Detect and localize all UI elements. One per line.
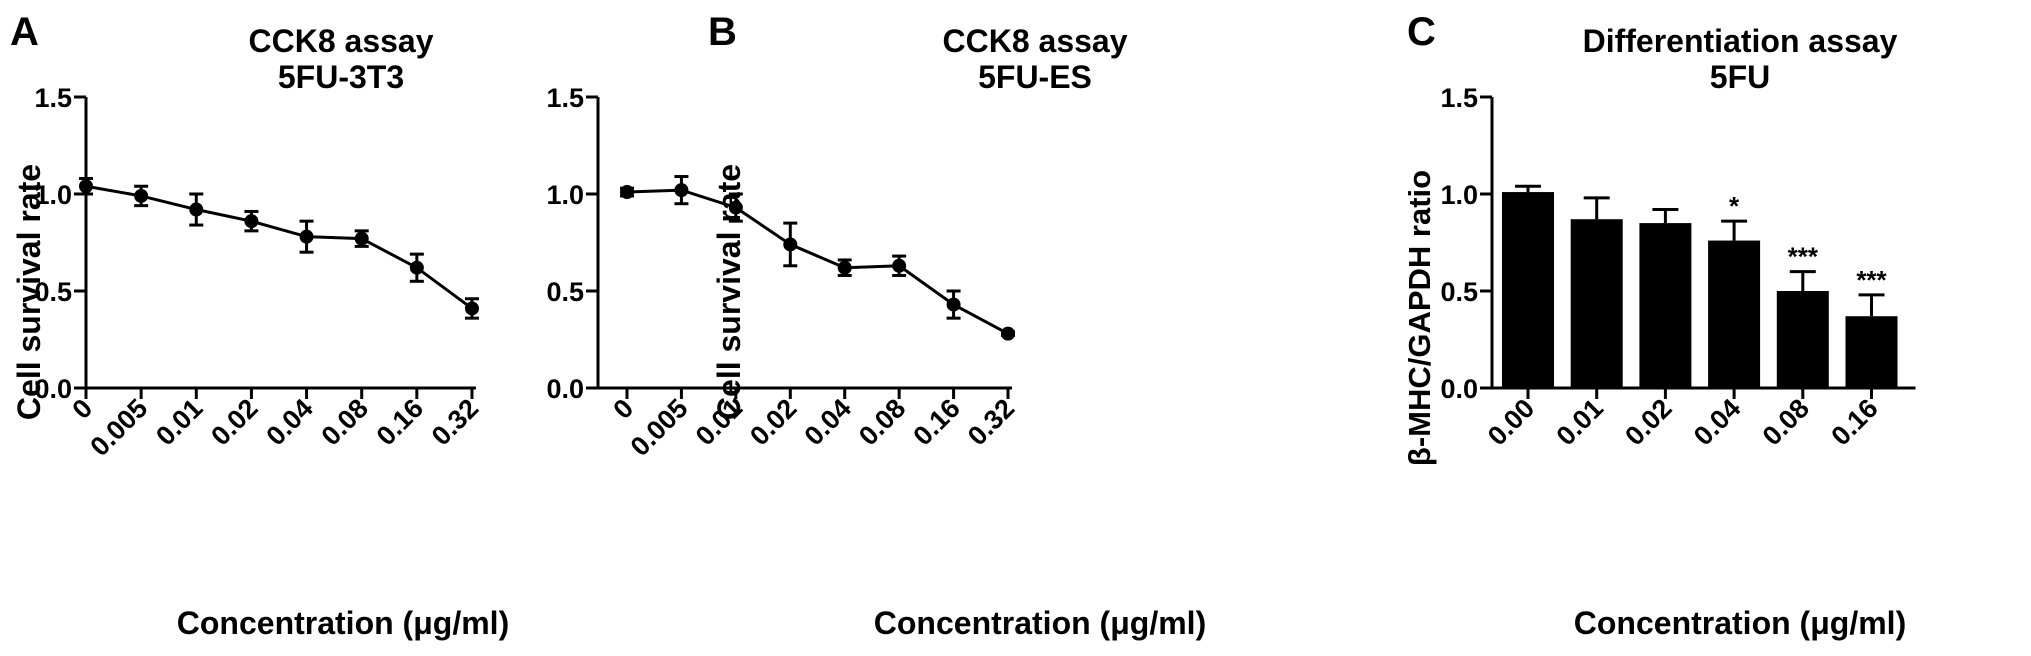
- panel-c-bar: [1502, 192, 1554, 388]
- panel-c-plot: 0.00.51.01.50.00 0.01 0.02 0.04 0.08 0.16****…: [1440, 83, 1916, 451]
- panel-a-y-tick-label: 0.5: [34, 277, 72, 307]
- panel-b-y-tick-label: 1.0: [546, 180, 584, 210]
- panel-b-y-tick-label: 0.0: [546, 374, 584, 404]
- panel-b-data-point: [837, 260, 852, 275]
- panel-a-x-axis-label: Concentration (μg/ml): [177, 605, 509, 641]
- panel-b-y-tick-label: 0.5: [546, 277, 584, 307]
- panel-a-data-point: [464, 301, 479, 316]
- panel-c-bar: [1639, 223, 1692, 388]
- panel-c-x-tick-label: 0.01: [1551, 393, 1609, 451]
- panel-c-x-tick-label: 0.16: [1825, 393, 1883, 451]
- panel-b-data-point: [1001, 326, 1016, 341]
- panel-a-x-tick-label: 0.16: [371, 393, 429, 451]
- panel-b-data-point: [728, 200, 743, 215]
- panel-letter-b: B: [708, 10, 737, 54]
- panel-b-x-axis-label: Concentration (μg/ml): [874, 605, 1206, 641]
- panel-a-title: CCK8 assay: [249, 23, 434, 59]
- panel-a-data-point: [79, 179, 93, 194]
- panel-b-data-point: [674, 183, 689, 198]
- panel-a-data-point: [299, 229, 314, 244]
- panel-c-subtitle: 5FU: [1710, 59, 1770, 95]
- panel-c-y-tick-label: 1.5: [1440, 83, 1478, 113]
- panel-a-x-tick-label: 0.01: [150, 393, 208, 451]
- panel-c-bar: [1845, 316, 1898, 388]
- panel-a: A CCK8 assay 5FU-3T3 Cell survival rate …: [10, 10, 509, 641]
- panel-a-data-point: [189, 202, 204, 217]
- panel-b-data-point: [620, 185, 634, 200]
- panel-a-x-tick-label: 0.005: [84, 393, 153, 462]
- panel-a-data-point: [409, 260, 424, 275]
- panel-b-x-tick-label: 0.04: [799, 393, 857, 451]
- panel-c-significance-label: ***: [1788, 242, 1819, 272]
- panel-a-plot: 0.0 0.5 1.0 1.5 00.0050.010.020.040.080.160.…: [34, 83, 484, 462]
- panel-a-series-line: [85, 184, 473, 310]
- panel-a-y-axis-label: Cell survival rate: [11, 164, 47, 420]
- panel-c-x-tick-label: 0.04: [1688, 393, 1746, 451]
- panel-b-subtitle: 5FU-ES: [978, 59, 1092, 95]
- panel-b-data-point: [892, 258, 907, 273]
- panel-c-x-axis-label: Concentration (μg/ml): [1574, 605, 1906, 641]
- panel-b-x-tick-label: 0.08: [853, 393, 911, 451]
- panel-letter-a: A: [10, 10, 39, 54]
- panel-c-significance-label: ***: [1856, 265, 1887, 295]
- panel-b-x-tick-label: 0: [607, 393, 639, 425]
- panel-c-bar: [1570, 219, 1623, 388]
- panel-c-y-tick-label: 0.5: [1440, 277, 1478, 307]
- panel-a-data-point: [244, 214, 259, 229]
- panel-c-x-tick-label: 0.00: [1482, 393, 1540, 451]
- panel-c-y-axis-label: β-MHC/GAPDH ratio: [1402, 170, 1437, 466]
- panel-b-data-point: [946, 297, 961, 312]
- panel-b-x-tick-label: 0.16: [907, 393, 965, 451]
- panel-b-plot: 0.00.51.01.500.0050.010.020.040.080.160.…: [546, 83, 1020, 462]
- panel-b-x-tick-label: 0.005: [625, 393, 694, 462]
- panel-a-y-tick-label: 0.0: [34, 374, 72, 404]
- panel-b-data-point: [783, 237, 798, 252]
- panel-c-x-tick-label: 0.02: [1619, 393, 1677, 451]
- panel-a-subtitle: 5FU-3T3: [278, 59, 404, 95]
- panel-b-title: CCK8 assay: [943, 23, 1128, 59]
- panel-b-y-tick-label: 1.5: [546, 83, 584, 113]
- panel-a-x-tick-label: 0.04: [260, 393, 318, 451]
- panel-a-data-point: [134, 188, 149, 203]
- panel-letter-c: C: [1407, 10, 1436, 54]
- panel-a-x-tick-label: 0.32: [426, 393, 484, 451]
- panel-b-x-tick-label: 0.02: [744, 393, 802, 451]
- panel-b: B CCK8 assay 5FU-ES Cell survival rate C…: [546, 10, 1206, 641]
- panel-a-x-tick-label: 0.02: [205, 393, 263, 451]
- panel-b-x-tick-label: 0.32: [962, 393, 1020, 451]
- panel-a-y-tick-label: 1.0: [34, 180, 72, 210]
- panel-c-title: Differentiation assay: [1583, 23, 1898, 59]
- panel-a-x-tick-label: 0: [66, 393, 98, 425]
- panel-c-y-tick-label: 1.0: [1440, 180, 1478, 210]
- panel-c-significance-label: *: [1729, 191, 1740, 221]
- panel-c-y-tick-label: 0.0: [1440, 374, 1478, 404]
- panel-a-x-tick-label: 0.08: [316, 393, 374, 451]
- panel-c-x-tick-label: 0.08: [1757, 393, 1815, 451]
- panel-c: C Differentiation assay 5FU β-MHC/GAPDH …: [1402, 10, 1916, 641]
- panel-c-bar: [1776, 291, 1829, 388]
- panel-c-bar: [1708, 240, 1761, 388]
- panel-a-y-tick-label: 1.5: [34, 83, 72, 113]
- panel-b-series-line: [626, 188, 1009, 336]
- panel-a-data-point: [354, 231, 369, 246]
